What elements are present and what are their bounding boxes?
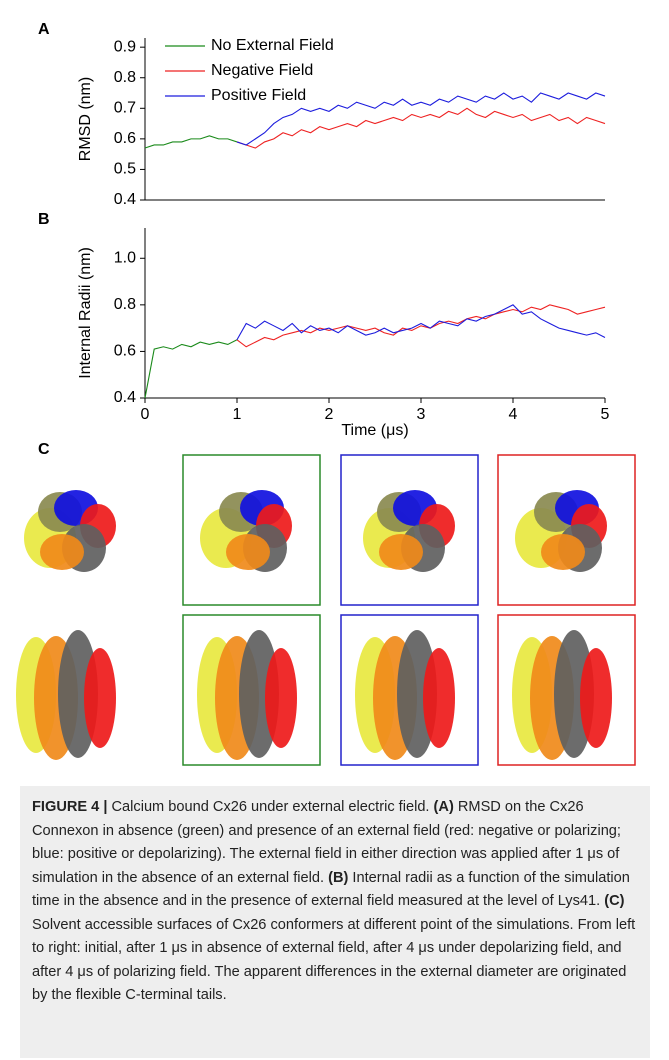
surface-blob xyxy=(84,648,116,748)
y-axis-title: Internal Radii (nm) xyxy=(77,247,94,379)
surface-blob xyxy=(226,534,270,570)
x-tick-label: 2 xyxy=(325,406,334,423)
frame xyxy=(340,614,479,766)
series-line xyxy=(236,107,606,149)
y-tick-label: 0.7 xyxy=(114,100,136,117)
x-tick-label: 4 xyxy=(509,406,518,423)
panel-label: B xyxy=(38,211,50,228)
frame xyxy=(497,454,636,606)
surface-blob xyxy=(541,534,585,570)
surface-blob xyxy=(40,534,84,570)
x-tick-label: 1 xyxy=(233,406,242,423)
caption-text: (B) xyxy=(328,869,349,886)
x-axis-title: Time (μs) xyxy=(341,422,408,439)
legend-label: Negative Field xyxy=(211,62,313,79)
caption-text: (A) xyxy=(433,799,454,815)
surface-blob xyxy=(423,648,455,748)
series-line xyxy=(236,304,606,341)
y-tick-label: 0.8 xyxy=(114,69,136,86)
x-tick-label: 5 xyxy=(601,406,610,423)
series-line xyxy=(144,135,238,149)
caption-text: Solvent accessible surfaces of Cx26 conf… xyxy=(32,916,636,1004)
frame xyxy=(497,614,636,766)
surface-blob xyxy=(379,534,423,570)
y-tick-label: 0.5 xyxy=(114,161,136,178)
surface-blob xyxy=(580,648,612,748)
legend-label: No External Field xyxy=(211,37,334,54)
series-line xyxy=(144,339,238,399)
y-tick-label: 0.4 xyxy=(114,191,136,208)
y-tick-label: 1.0 xyxy=(114,249,136,266)
y-axis-title: RMSD (nm) xyxy=(77,77,94,161)
panel-label: C xyxy=(38,441,50,458)
y-tick-label: 0.6 xyxy=(114,130,136,147)
surface-images xyxy=(182,454,636,766)
y-tick-label: 0.8 xyxy=(114,296,136,313)
caption-text: Calcium bound Cx26 under external electr… xyxy=(107,799,434,815)
y-tick-label: 0.4 xyxy=(114,389,136,406)
frame xyxy=(340,454,479,606)
surface-blob xyxy=(265,648,297,748)
frame xyxy=(182,454,321,606)
caption-text: RMSD on the Cx26 Connexon in absence (gr… xyxy=(32,799,621,886)
series-line xyxy=(236,92,606,146)
caption: FIGURE 4 | Calcium bound Cx26 under exte… xyxy=(20,786,650,1058)
caption-text: (C) xyxy=(604,893,625,909)
x-tick-label: 3 xyxy=(417,406,426,423)
y-tick-label: 0.6 xyxy=(114,343,136,360)
y-tick-label: 0.9 xyxy=(114,38,136,55)
frame xyxy=(182,614,321,766)
figure: C A 0.4 0.5 0.6 0.7 0.8 0.9 RMSD (nm) No Externa… xyxy=(16,21,636,766)
caption-text: Internal radii as a function of the simu… xyxy=(32,869,630,910)
series-line xyxy=(236,304,606,348)
legend-label: Positive Field xyxy=(211,87,306,104)
figure-label: FIGURE 4 | xyxy=(32,799,108,815)
x-tick-label: 0 xyxy=(141,406,150,423)
panel-label: A xyxy=(38,21,50,38)
